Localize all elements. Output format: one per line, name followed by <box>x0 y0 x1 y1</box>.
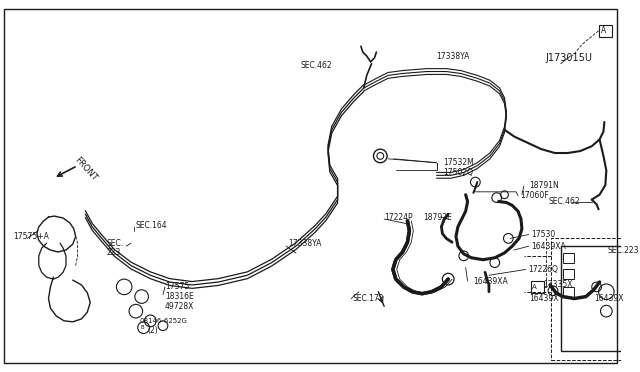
Bar <box>551 238 640 360</box>
Text: B: B <box>141 325 144 330</box>
Text: 17060F: 17060F <box>520 191 548 200</box>
Text: 223: 223 <box>107 248 121 257</box>
Bar <box>563 287 574 296</box>
Text: SEC.: SEC. <box>107 239 124 248</box>
Text: 17224P: 17224P <box>384 212 413 222</box>
Text: 18792E: 18792E <box>423 212 452 222</box>
Text: 18316E: 18316E <box>165 292 194 301</box>
Text: 17226Q: 17226Q <box>528 265 557 274</box>
Text: J173015U: J173015U <box>545 53 592 63</box>
Bar <box>561 246 636 351</box>
Text: A: A <box>532 284 536 290</box>
Text: SEC.164: SEC.164 <box>136 221 168 230</box>
Text: 16439X: 16439X <box>594 294 623 303</box>
Text: 16439X: 16439X <box>529 294 558 303</box>
Text: 16439XA: 16439XA <box>474 276 508 286</box>
Bar <box>531 281 544 293</box>
Bar <box>563 269 574 279</box>
Text: SEC.172: SEC.172 <box>352 294 383 303</box>
Text: 17502Q: 17502Q <box>444 168 474 177</box>
Text: 17575+A: 17575+A <box>13 232 49 241</box>
Text: 17338YA: 17338YA <box>436 51 470 61</box>
Text: 08146-6252G: 08146-6252G <box>140 318 188 324</box>
Bar <box>598 25 612 36</box>
Text: 17338YA: 17338YA <box>288 239 321 248</box>
Text: 16439XA: 16439XA <box>532 242 566 251</box>
Text: FRONT: FRONT <box>73 155 99 182</box>
Text: SEC.462: SEC.462 <box>548 197 580 206</box>
Text: 18791N: 18791N <box>530 180 559 189</box>
Text: SEC.462: SEC.462 <box>301 61 332 70</box>
Text: A: A <box>600 26 605 35</box>
Text: (2): (2) <box>147 326 158 335</box>
Text: 17530: 17530 <box>532 230 556 239</box>
Text: 17532M: 17532M <box>444 158 474 167</box>
Bar <box>563 253 574 263</box>
Circle shape <box>377 153 384 159</box>
Text: SEC.223: SEC.223 <box>607 246 639 254</box>
Text: 49728X: 49728X <box>165 302 195 311</box>
Text: 17575: 17575 <box>165 282 189 291</box>
Text: 17335X: 17335X <box>543 280 573 289</box>
